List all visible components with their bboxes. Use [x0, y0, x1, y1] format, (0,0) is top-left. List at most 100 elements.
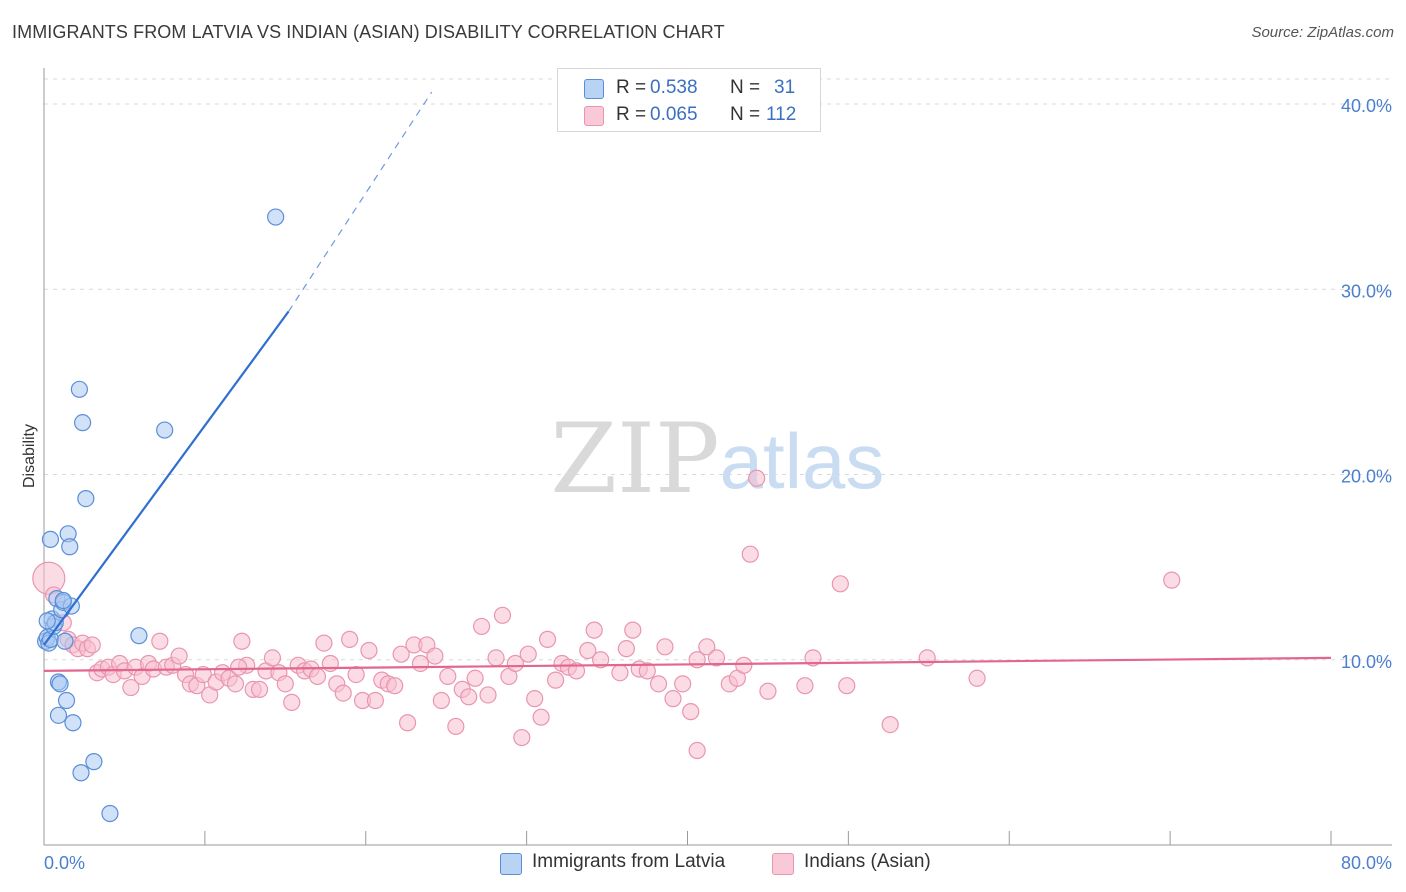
y-axis-label: Disability — [21, 424, 38, 488]
watermark-atlas: atlas — [720, 417, 885, 505]
point-indian — [624, 621, 642, 639]
point-latvia — [64, 714, 82, 732]
point-indian — [688, 741, 706, 760]
point-indian — [796, 677, 814, 695]
legend-swatch-indian — [584, 106, 604, 126]
point-indian — [649, 675, 668, 693]
trend-lines — [43, 91, 1332, 672]
bottom-legend-label-indian: Indians (Asian) — [804, 851, 931, 872]
point-indian — [493, 606, 512, 624]
point-indian — [447, 717, 465, 736]
legend-r-value-latvia: 0.538 — [650, 77, 698, 98]
source-credit: Source: ZipAtlas.com — [1251, 24, 1394, 41]
point-indian — [308, 667, 327, 686]
point-indian — [276, 675, 294, 693]
point-indian — [263, 649, 282, 667]
point-latvia — [156, 421, 174, 439]
point-indian — [735, 656, 753, 674]
point-indian — [83, 636, 101, 654]
legend: R = 0.538 N = 31 R = 0.065 N = 112 — [557, 68, 821, 132]
point-indian — [682, 703, 700, 721]
point-indian — [347, 665, 365, 684]
x-ticks — [204, 831, 1332, 845]
point-latvia — [49, 706, 68, 724]
point-indian — [472, 617, 491, 636]
point-indian — [881, 715, 899, 734]
legend-n-label: N = — [730, 77, 761, 98]
point-latvia — [61, 538, 79, 556]
point-indian — [519, 645, 537, 663]
point-indian — [532, 708, 550, 726]
point-indian — [656, 638, 674, 656]
point-indian — [341, 630, 359, 648]
point-indian — [617, 640, 635, 658]
x-tick-label-max: 80.0% — [1341, 853, 1392, 873]
point-indian — [611, 664, 629, 682]
point-indian — [804, 649, 822, 667]
legend-swatch-latvia — [584, 79, 604, 99]
point-indian — [664, 690, 682, 708]
point-latvia — [56, 632, 74, 650]
point-indian — [194, 665, 212, 684]
point-indian — [366, 691, 385, 710]
point-indian — [567, 662, 586, 680]
point-indian — [432, 691, 450, 710]
point-indian — [538, 630, 557, 648]
bottom-legend-label-latvia: Immigrants from Latvia — [532, 851, 726, 872]
watermark-zip: ZIP — [550, 403, 719, 515]
point-indian — [315, 634, 333, 652]
point-indian — [230, 658, 248, 676]
point-indian — [283, 693, 301, 711]
point-latvia — [57, 691, 76, 710]
point-indian — [741, 545, 759, 563]
point-indian — [698, 638, 716, 656]
point-indian — [546, 671, 565, 689]
point-indian — [638, 662, 656, 680]
point-latvia — [74, 414, 92, 432]
point-latvia — [70, 380, 88, 398]
y-tick-label: 20.0% — [1341, 467, 1392, 487]
point-latvia — [130, 627, 148, 645]
legend-n-label: N = — [730, 104, 761, 125]
point-indian — [759, 682, 777, 700]
legend-r-value-indian: 0.065 — [650, 104, 698, 125]
point-indian — [466, 669, 484, 687]
point-latvia — [54, 591, 72, 610]
trend-line-latvia — [43, 310, 290, 646]
point-indian — [585, 621, 603, 639]
point-indian — [838, 677, 856, 695]
legend-n-value-latvia: 31 — [774, 77, 796, 98]
legend-row-indian: R = 0.065 N = 112 — [558, 102, 820, 128]
point-indian — [1163, 571, 1181, 589]
point-indian — [170, 647, 188, 665]
point-latvia — [51, 675, 69, 693]
point-latvia — [101, 804, 119, 823]
legend-row-latvia: R = 0.538 N = 31 — [558, 75, 820, 101]
point-indian — [334, 684, 352, 702]
trend-line-latvia-extension — [288, 91, 433, 312]
y-tick-label: 10.0% — [1341, 652, 1392, 672]
bottom-legend-swatch-latvia — [500, 853, 522, 875]
point-indian — [479, 686, 497, 704]
data-points — [32, 208, 1181, 823]
point-indian — [526, 690, 544, 708]
point-indian — [122, 678, 140, 697]
y-tick-label: 40.0% — [1341, 96, 1392, 116]
point-latvia — [72, 764, 90, 782]
point-indian — [392, 645, 410, 663]
legend-r-label: R = — [616, 104, 647, 125]
trend-line-indian — [43, 656, 1332, 672]
y-tick-label: 30.0% — [1341, 281, 1392, 301]
point-indian — [226, 675, 245, 693]
point-indian — [460, 688, 478, 706]
point-indian — [831, 575, 849, 593]
axes — [43, 68, 1392, 846]
chart-title: IMMIGRANTS FROM LATVIA VS INDIAN (ASIAN)… — [12, 22, 725, 42]
point-indian — [426, 647, 444, 665]
point-indian — [439, 667, 457, 686]
point-indian — [487, 649, 505, 667]
legend-n-value-indian: 112 — [766, 104, 797, 125]
point-indian — [918, 649, 936, 667]
point-indian — [506, 654, 524, 673]
